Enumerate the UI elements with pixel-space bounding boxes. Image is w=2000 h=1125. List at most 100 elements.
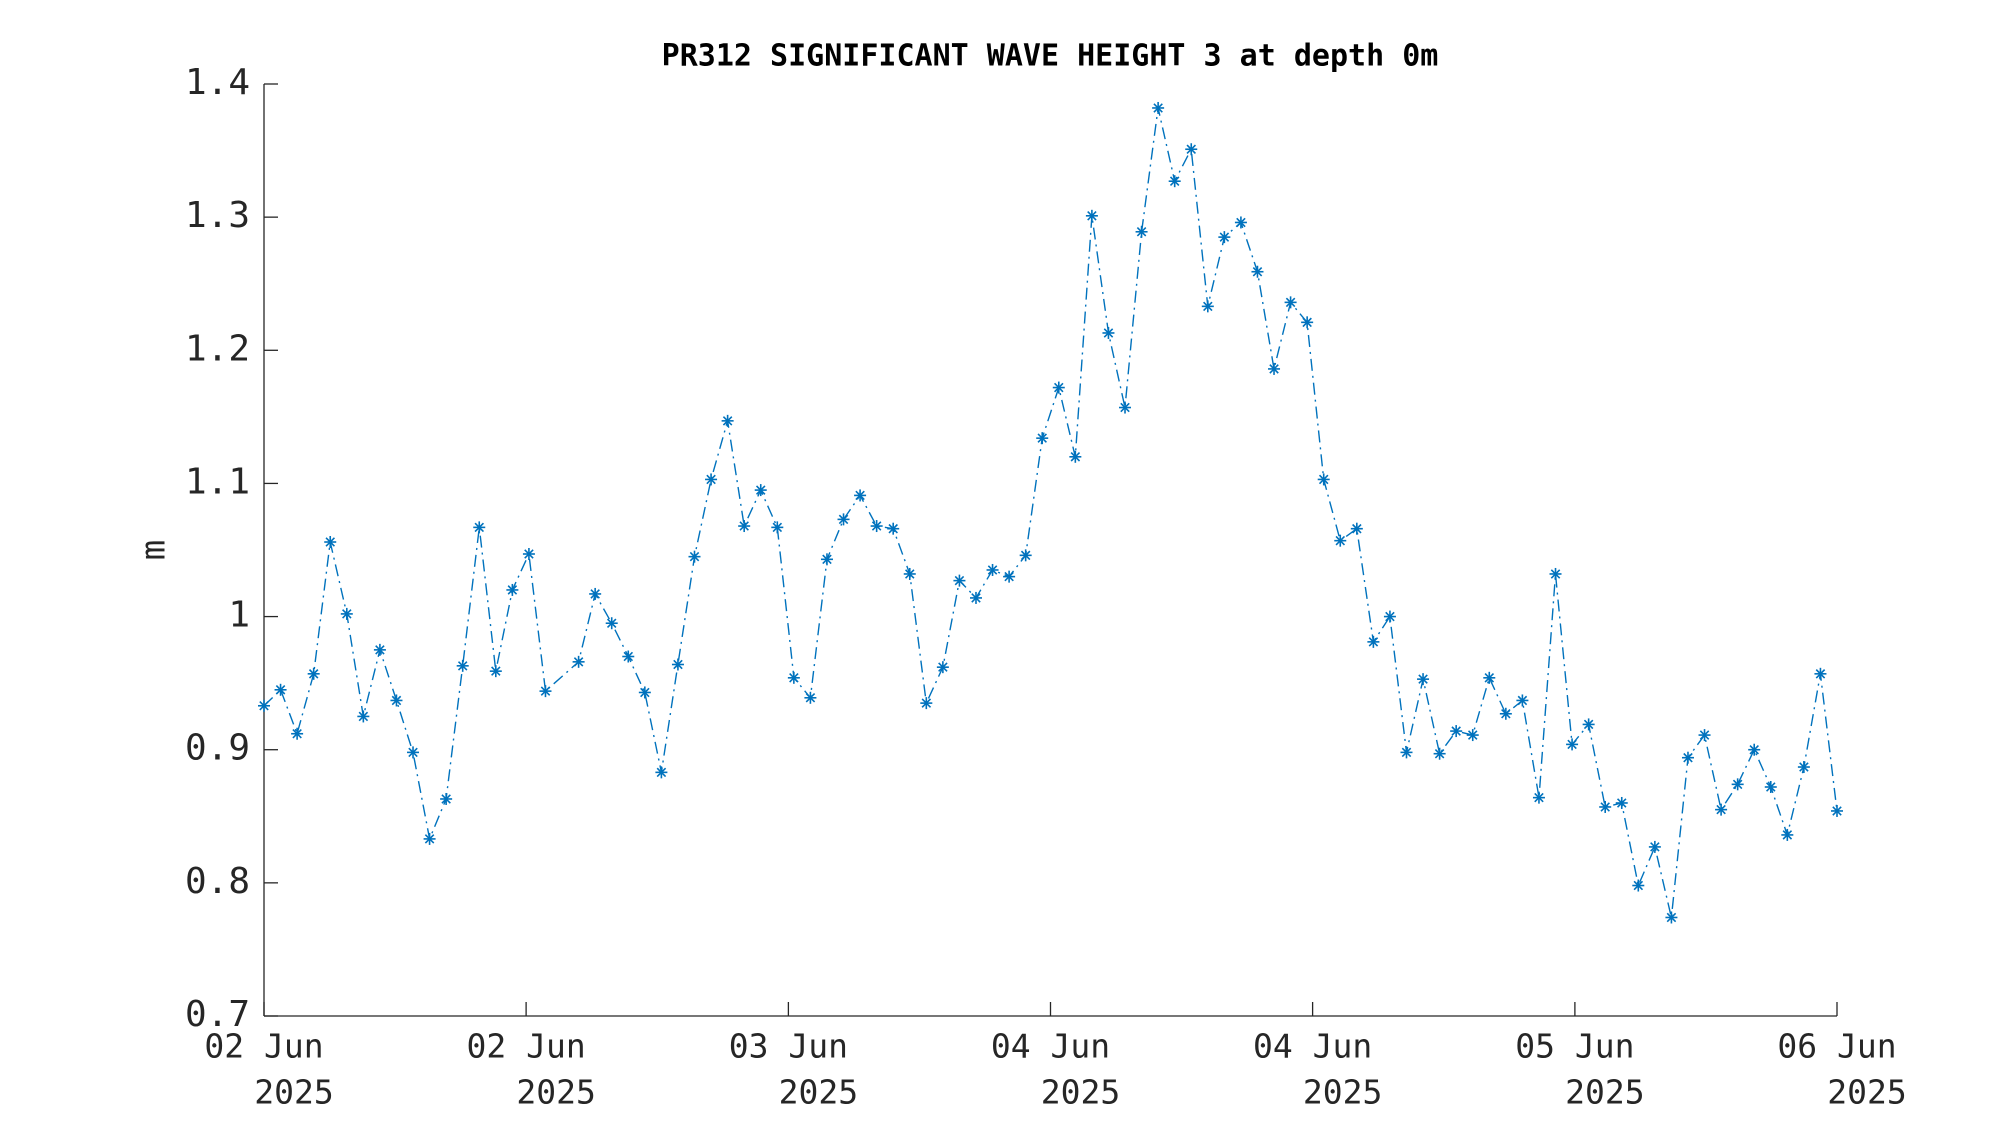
marker-stroke	[342, 609, 352, 619]
data-point	[969, 591, 982, 604]
x-tick-label: 2025	[1565, 1073, 1644, 1112]
marker-stroke	[1120, 402, 1130, 413]
marker-stroke	[1352, 523, 1362, 534]
marker-stroke	[789, 673, 799, 683]
data-point	[1301, 316, 1314, 329]
marker-stroke	[1467, 730, 1478, 740]
data-point	[1417, 673, 1430, 686]
data-point	[1036, 432, 1049, 445]
data-point	[1069, 450, 1082, 463]
data-point	[1698, 729, 1711, 742]
data-point	[340, 607, 353, 620]
data-point	[572, 655, 585, 668]
x-tick-label: 2025	[1827, 1073, 1906, 1112]
marker-stroke	[1666, 912, 1677, 923]
marker-stroke	[540, 686, 551, 696]
data-point	[1268, 362, 1281, 375]
marker-stroke	[689, 551, 700, 562]
data-point	[688, 550, 701, 563]
marker-stroke	[292, 728, 302, 739]
marker-stroke	[1550, 569, 1561, 579]
marker-stroke	[1600, 802, 1610, 812]
marker-stroke	[1004, 571, 1014, 582]
data-point	[1052, 381, 1065, 394]
marker-stroke	[855, 490, 865, 501]
marker-stroke	[1832, 806, 1842, 816]
data-point	[1748, 743, 1761, 756]
marker-stroke	[1683, 752, 1693, 763]
data-point	[1483, 671, 1496, 684]
data-point	[456, 659, 469, 672]
marker-stroke	[1368, 637, 1379, 647]
marker-stroke	[1583, 719, 1594, 730]
x-tick-label: 2025	[254, 1073, 333, 1112]
marker-stroke	[259, 701, 269, 711]
data-point	[407, 746, 420, 759]
data-point	[1251, 265, 1264, 278]
marker-stroke	[1650, 842, 1660, 852]
marker-stroke	[1236, 217, 1246, 228]
marker-stroke	[938, 662, 948, 672]
marker-stroke	[971, 593, 981, 603]
x-tick-label: 06 Jun	[1777, 1027, 1896, 1066]
marker-stroke	[722, 416, 733, 426]
marker-stroke	[1616, 798, 1627, 808]
marker-stroke	[325, 537, 335, 547]
marker-stroke	[623, 651, 634, 662]
data-point	[307, 667, 320, 680]
data-point	[1135, 225, 1148, 238]
x-tick-label: 04 Jun	[1253, 1027, 1372, 1066]
marker-stroke	[871, 521, 882, 531]
marker-stroke	[755, 485, 766, 495]
data-point	[754, 484, 767, 497]
marker-stroke	[656, 767, 667, 778]
data-point	[605, 617, 618, 630]
x-tick-label: 2025	[516, 1073, 595, 1112]
data-point	[1433, 747, 1446, 760]
marker-stroke	[1169, 176, 1180, 186]
marker-stroke	[1434, 748, 1445, 759]
marker-stroke	[1285, 297, 1296, 308]
series-line	[263, 107, 1838, 918]
data-point	[1797, 761, 1810, 774]
y-tick-label: 0.8	[185, 861, 250, 902]
data-point	[539, 685, 552, 698]
data-point	[721, 414, 734, 427]
marker-stroke	[1070, 452, 1081, 462]
marker-stroke	[1136, 227, 1147, 237]
marker-stroke	[457, 661, 468, 671]
data-point	[1648, 840, 1661, 853]
data-point	[1218, 231, 1231, 244]
data-point	[1334, 534, 1347, 547]
marker-stroke	[1567, 739, 1577, 750]
marker-stroke	[1732, 779, 1743, 790]
marker-stroke	[524, 549, 534, 559]
marker-stroke	[1799, 762, 1809, 772]
data-point	[1731, 778, 1744, 791]
data-point	[1632, 879, 1645, 892]
data-point	[291, 727, 304, 740]
data-point	[804, 691, 817, 704]
data-point	[1516, 694, 1529, 707]
marker-stroke	[391, 695, 402, 706]
data-point	[1003, 570, 1016, 583]
data-point	[1466, 729, 1479, 742]
marker-stroke	[822, 554, 832, 565]
y-tick-label: 1.1	[185, 461, 250, 502]
y-tick-label: 1.3	[185, 195, 250, 236]
marker-stroke	[640, 687, 650, 698]
y-tick-label: 0.7	[185, 994, 250, 1035]
data-point	[1781, 828, 1794, 841]
data-point	[738, 520, 751, 533]
data-point	[787, 671, 800, 684]
data-point	[1350, 522, 1363, 535]
data-point	[506, 583, 519, 596]
data-point	[1566, 738, 1579, 751]
marker-stroke	[1269, 364, 1279, 374]
data-point	[986, 563, 999, 576]
marker-stroke	[1699, 730, 1710, 740]
x-tick-label: 03 Jun	[729, 1027, 848, 1066]
data-point	[854, 489, 867, 502]
marker-stroke	[1186, 144, 1197, 155]
marker-stroke	[954, 575, 965, 586]
